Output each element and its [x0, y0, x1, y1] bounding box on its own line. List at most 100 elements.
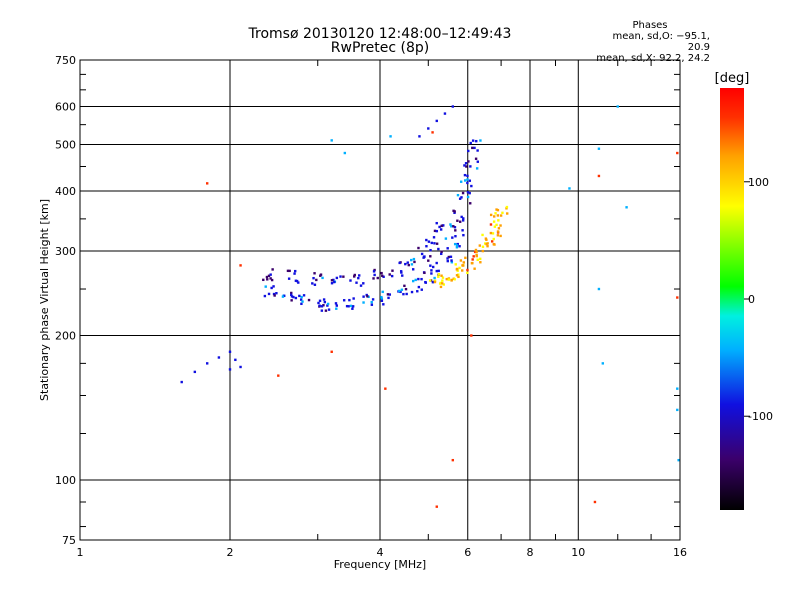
data-point-O-trace [362, 295, 365, 298]
data-point-upper-spread [262, 278, 265, 282]
data-point-O-trace [462, 233, 465, 237]
data-point-X-trace [475, 250, 478, 254]
data-point-O-trace [455, 244, 459, 247]
data-point-upper-spread [430, 241, 433, 245]
x-tick-label: 6 [464, 546, 471, 559]
data-point-upper-spread [381, 274, 384, 278]
data-point-O-trace [466, 174, 469, 178]
data-point-X-trace [494, 212, 497, 215]
data-point-O-trace [300, 295, 303, 299]
data-point-O-trace [435, 269, 438, 273]
y-tick-label: 75 [62, 534, 76, 547]
data-point-scattered-warm [676, 296, 679, 299]
data-point-X-trace [495, 208, 498, 211]
data-point-X-trace [466, 268, 469, 272]
data-point-O-trace [468, 179, 472, 182]
data-point-scattered [616, 105, 619, 108]
data-point-upper-spread [319, 273, 323, 276]
data-point-O-trace [461, 219, 465, 222]
data-point-upper-spread [391, 269, 394, 272]
data-point-O-trace [473, 146, 476, 150]
data-point-X-trace [493, 215, 496, 218]
data-point-O-trace [431, 280, 435, 284]
data-point-scattered [677, 458, 680, 462]
data-point-upper-spread [407, 263, 410, 267]
data-point-O-trace [432, 265, 435, 269]
data-point-X-trace [501, 211, 504, 215]
data-point-O-trace [454, 229, 457, 232]
data-point-X-trace [489, 231, 493, 235]
data-point-O-trace [435, 261, 438, 265]
data-point-O-trace [470, 184, 473, 188]
data-point-O-trace [430, 272, 433, 275]
data-point-O-trace [460, 196, 463, 199]
data-point-O-trace [461, 229, 464, 232]
colorbar-ticks: 100 0 -100 [744, 176, 773, 423]
phases-o-stats: mean, sd,O: −95.1, 20.9 [612, 31, 710, 53]
data-point-X-trace [447, 278, 451, 281]
data-point-X-trace [479, 257, 482, 261]
data-point-low-cluster [180, 380, 183, 384]
data-point-O-trace [301, 300, 304, 303]
data-point-low-cluster [217, 356, 221, 359]
data-point-O-trace [380, 299, 384, 302]
data-point-O-trace [475, 167, 479, 170]
data-point-upper-spread [293, 272, 296, 275]
data-point-O-trace [290, 299, 293, 302]
x-tick-labels: 1 2 4 6 8 10 16 [77, 546, 688, 559]
data-point-upper-spread [427, 259, 430, 262]
data-point-O-trace [466, 195, 470, 199]
phases-x-stats: mean, sd,X: 92.2, 24.2 [596, 53, 710, 64]
x-tick-label: 1 [77, 546, 84, 559]
data-point-scattered-warm [593, 500, 597, 504]
phases-heading: Phases [632, 20, 668, 31]
data-point-upper-spread [422, 256, 425, 259]
data-point-O-trace [326, 302, 330, 306]
colorbar-tick-label: 100 [748, 176, 769, 189]
data-point-X-trace [437, 272, 441, 276]
data-point-upper-spread [404, 262, 407, 266]
data-point-O-trace [420, 288, 423, 291]
data-point-O-trace [440, 250, 443, 253]
data-point-upper-spread [437, 247, 440, 251]
data-point-O-trace [362, 301, 365, 304]
data-point-X-trace [479, 261, 482, 264]
data-point-O-trace [469, 141, 472, 145]
data-point-upper-spread [358, 274, 361, 277]
x-tick-label: 10 [571, 546, 585, 559]
data-point-upper-spread [440, 224, 443, 228]
data-point-X-trace [458, 266, 461, 270]
data-point-O-trace [347, 305, 350, 308]
data-point-O-trace [270, 286, 273, 290]
data-point-scattered [597, 287, 601, 291]
data-point-X-trace [455, 274, 459, 277]
chart-title-line1: Tromsø 20130120 12:48:00–12:49:43 [248, 26, 512, 42]
data-point-scattered [343, 151, 347, 155]
data-point-low-cluster [228, 368, 232, 371]
data-point-O-trace [475, 139, 478, 143]
data-point-X-trace [453, 278, 456, 281]
data-point-X-trace [483, 242, 487, 245]
data-point-upper-spread [333, 280, 336, 284]
data-point-O-trace [403, 284, 406, 288]
data-point-O-trace [370, 300, 373, 304]
x-axis-label: Frequency [MHz] [334, 558, 426, 571]
data-point-O-trace [446, 247, 449, 250]
data-point-X-trace [457, 275, 460, 279]
data-point-low-cluster [205, 362, 209, 365]
data-point-upper-spread [413, 260, 416, 264]
data-point-upper-spread [439, 228, 443, 231]
data-point-X-trace [496, 230, 500, 233]
data-point-upper-spread [433, 242, 436, 245]
data-point-O-trace [334, 302, 338, 305]
data-point-O-trace [264, 285, 267, 288]
data-point-upper-spread [355, 281, 358, 284]
minor-ticks [80, 60, 680, 540]
data-point-X-trace [471, 258, 474, 261]
data-point-upper-spread [382, 275, 385, 278]
data-point-low-cluster [193, 370, 197, 374]
data-point-upper-spread [311, 282, 314, 285]
data-point-O-trace [411, 279, 415, 283]
data-point-upper-spread [330, 279, 334, 282]
